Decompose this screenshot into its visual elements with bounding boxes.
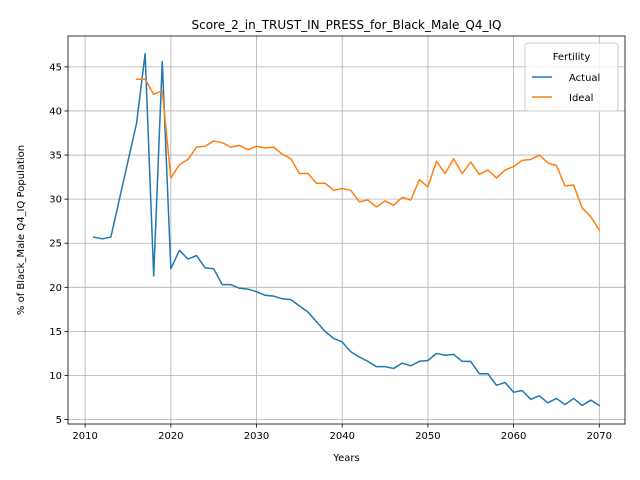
y-tick-label: 45 xyxy=(49,62,62,73)
x-axis-label: Years xyxy=(332,453,359,464)
y-tick-label: 35 xyxy=(49,151,62,162)
y-tick-label: 10 xyxy=(49,371,62,382)
y-tick-label: 15 xyxy=(49,327,62,338)
y-tick-label: 25 xyxy=(49,239,62,250)
x-tick-label: 2050 xyxy=(415,431,440,442)
legend: Fertility Actual Ideal xyxy=(524,42,619,112)
legend-label-ideal: Ideal xyxy=(569,93,593,104)
y-tick-label: 30 xyxy=(49,195,62,206)
x-tick-label: 2060 xyxy=(501,431,526,442)
x-tick-label: 2070 xyxy=(587,431,612,442)
chart-title: Score_2_in_TRUST_IN_PRESS_for_Black_Male… xyxy=(192,18,502,32)
x-tick-label: 2020 xyxy=(158,431,183,442)
x-tick-label: 2010 xyxy=(72,431,97,442)
series-line-ideal xyxy=(135,78,601,232)
y-axis-label: % of Black_Male Q4_IQ Population xyxy=(16,145,27,315)
y-tick-label: 5 xyxy=(56,415,62,426)
legend-box xyxy=(524,42,619,112)
series-group xyxy=(92,52,601,407)
legend-label-actual: Actual xyxy=(569,73,600,84)
plot-frame xyxy=(67,35,626,425)
axis-ticks: 2010 2020 2030 2040 2050 2060 2070 5 10 15 20 25 30 3… xyxy=(49,62,612,442)
x-tick-label: 2030 xyxy=(244,431,269,442)
series-line-actual xyxy=(92,52,601,407)
x-tick-label: 2040 xyxy=(329,431,354,442)
y-tick-label: 20 xyxy=(49,283,62,294)
y-tick-label: 40 xyxy=(49,106,62,117)
legend-title: Fertility xyxy=(553,52,591,63)
